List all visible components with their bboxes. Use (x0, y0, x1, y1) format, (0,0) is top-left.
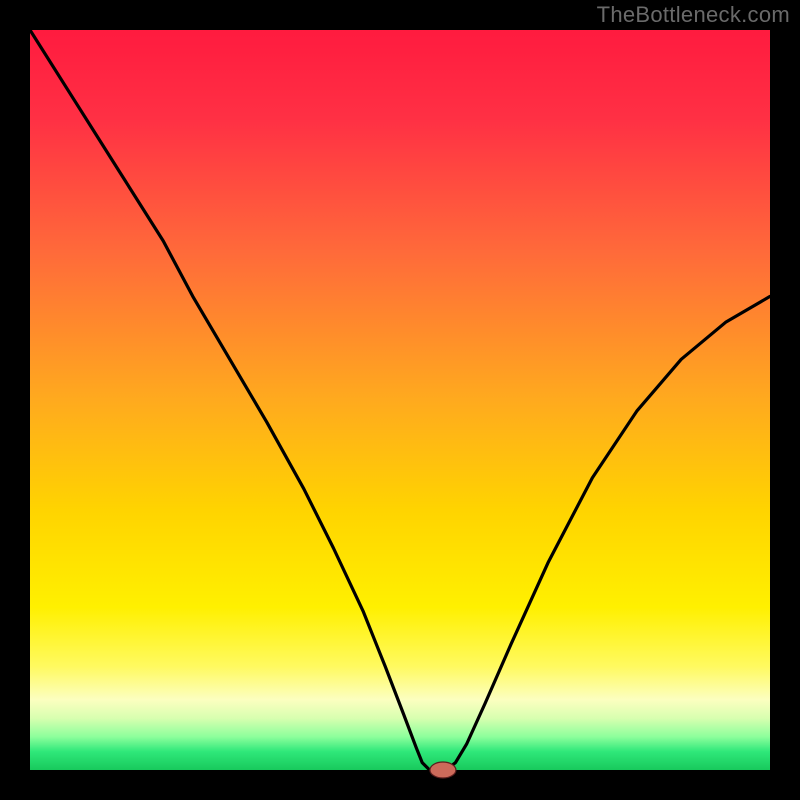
chart-container: TheBottleneck.com (0, 0, 800, 800)
chart-gradient-background (30, 30, 770, 770)
bottleneck-chart (0, 0, 800, 800)
watermark-label: TheBottleneck.com (597, 2, 790, 28)
optimal-point-marker (430, 762, 456, 778)
